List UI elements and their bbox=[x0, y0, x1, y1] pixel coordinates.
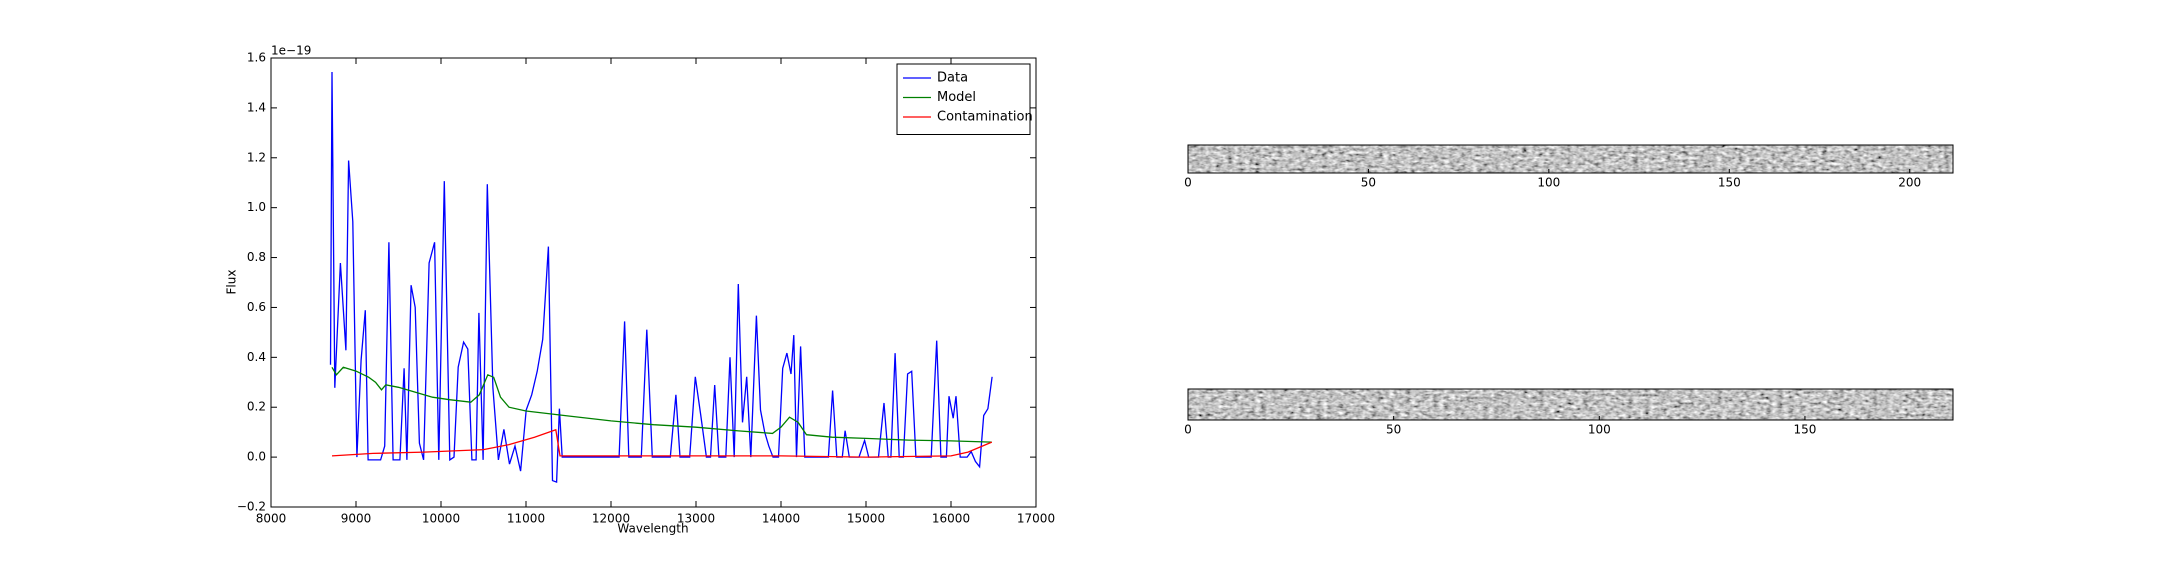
image-frame bbox=[1187, 144, 1954, 174]
series-line bbox=[331, 366, 992, 443]
y-axis-label: Flux bbox=[225, 270, 239, 295]
x-axis-label: Wavelength bbox=[617, 522, 688, 536]
series-line bbox=[329, 71, 993, 484]
x-tick-label: 10000 bbox=[422, 512, 460, 526]
legend-label: Data bbox=[937, 71, 968, 86]
x-tick-label: 16000 bbox=[932, 512, 970, 526]
x-tick-label: 15000 bbox=[847, 512, 885, 526]
image-x-tick-label: 0 bbox=[1184, 423, 1192, 437]
plot-frame bbox=[270, 57, 1037, 508]
y-tick-label: −0.2 bbox=[237, 500, 266, 514]
y-tick-label: 0.8 bbox=[247, 250, 266, 264]
image-panel bbox=[1188, 145, 1953, 173]
y-tick-label: 0.2 bbox=[247, 400, 266, 414]
image-panel bbox=[1188, 389, 1953, 420]
image-x-tick-label: 100 bbox=[1588, 423, 1611, 437]
x-tick-label: 8000 bbox=[256, 512, 287, 526]
y-tick-label: 1.4 bbox=[247, 100, 266, 114]
image-x-tick-label: 100 bbox=[1537, 176, 1560, 190]
y-tick-label: 1.2 bbox=[247, 150, 266, 164]
offset-text: 1e−19 bbox=[271, 44, 311, 58]
image-x-tick-label: 150 bbox=[1718, 176, 1741, 190]
image-frame bbox=[1187, 388, 1954, 421]
image-x-tick-label: 150 bbox=[1793, 423, 1816, 437]
image-x-tick-label: 200 bbox=[1898, 176, 1921, 190]
x-tick-label: 12000 bbox=[592, 512, 630, 526]
y-tick-label: 0.6 bbox=[247, 300, 266, 314]
image-x-tick-label: 50 bbox=[1361, 176, 1376, 190]
y-tick-label: 0.4 bbox=[247, 350, 266, 364]
x-tick-label: 9000 bbox=[341, 512, 372, 526]
x-tick-label: 17000 bbox=[1017, 512, 1055, 526]
x-tick-label: 13000 bbox=[677, 512, 715, 526]
x-tick-label: 11000 bbox=[507, 512, 545, 526]
series-line bbox=[331, 428, 993, 458]
legend-box bbox=[896, 63, 1031, 135]
y-tick-label: 0.0 bbox=[247, 450, 266, 464]
y-tick-label: 1.0 bbox=[247, 200, 266, 214]
image-x-tick-label: 0 bbox=[1184, 176, 1192, 190]
image-x-tick-label: 50 bbox=[1386, 423, 1401, 437]
y-tick-label: 1.6 bbox=[247, 51, 266, 65]
x-tick-label: 14000 bbox=[762, 512, 800, 526]
legend-label: Model bbox=[937, 90, 976, 105]
legend-label: Contamination bbox=[937, 110, 1033, 125]
